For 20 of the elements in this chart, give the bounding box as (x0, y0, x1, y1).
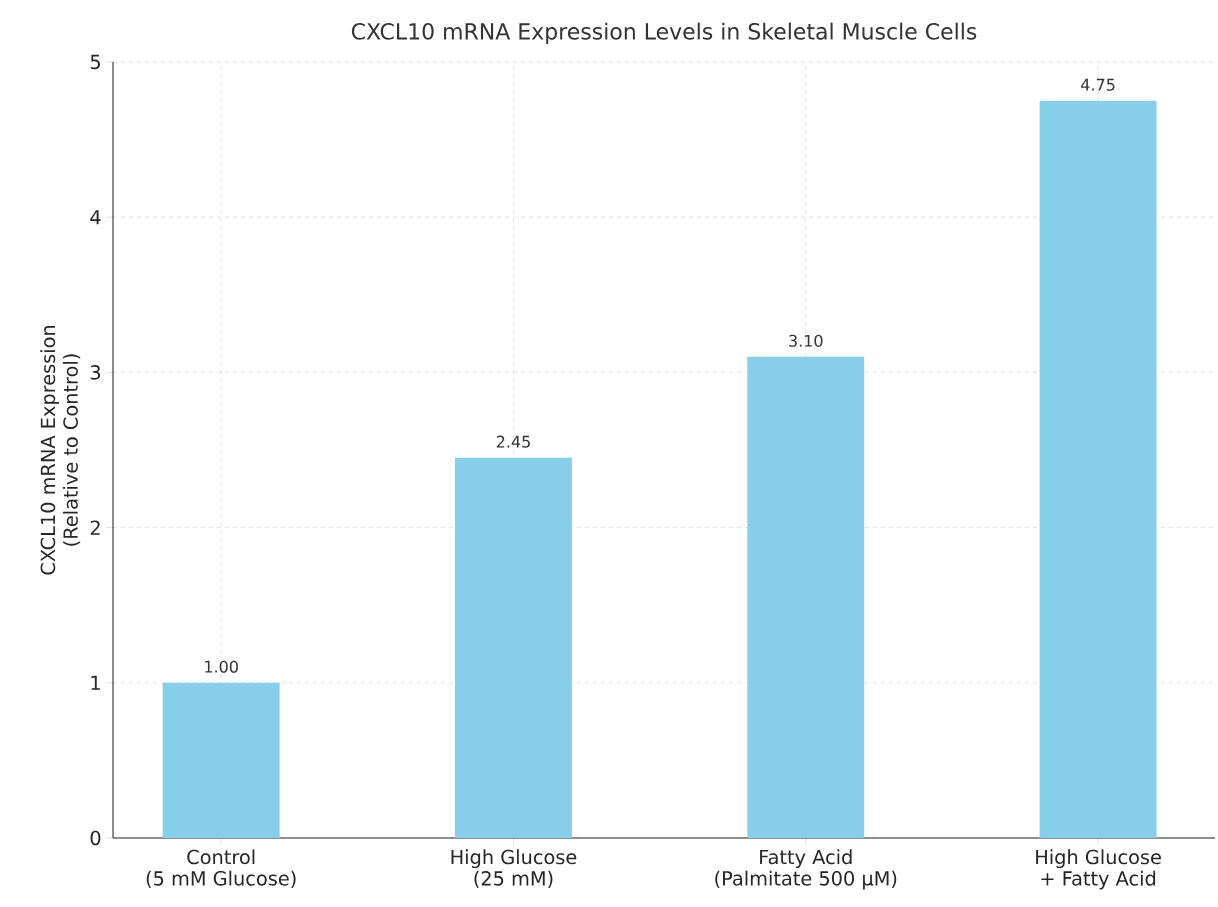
x-tick-label: High Glucose (25 mM) (451, 849, 577, 888)
x-tick-label: High Glucose + Fatty Acid (1036, 849, 1161, 890)
data-label: 3.10 (789, 334, 823, 347)
y-tick-label: 1 (91, 675, 100, 690)
bar (162, 682, 280, 838)
data-label: 1.00 (205, 660, 238, 673)
y-tick-label: 4 (90, 210, 101, 225)
y-axis-title: CXCL10 mRNA Expression (Relative to Control) (40, 325, 81, 575)
bar (747, 356, 865, 838)
x-tick-label: Control (5 mM Glucose) (146, 849, 296, 888)
bar (1039, 100, 1157, 838)
y-tick-label: 3 (90, 365, 101, 380)
data-label: 2.45 (496, 435, 530, 448)
y-tick-label: 0 (90, 830, 101, 846)
chart-title: CXCL10 mRNA Expression Levels in Skeletal Muscle Cells (351, 22, 977, 44)
y-tick-label: 2 (90, 520, 100, 535)
x-tick-label: Fatty Acid (Palmitate 500 µM) (715, 849, 897, 890)
data-label: 4.75 (1081, 78, 1115, 91)
bar (455, 457, 572, 838)
y-tick-label: 5 (90, 54, 100, 70)
